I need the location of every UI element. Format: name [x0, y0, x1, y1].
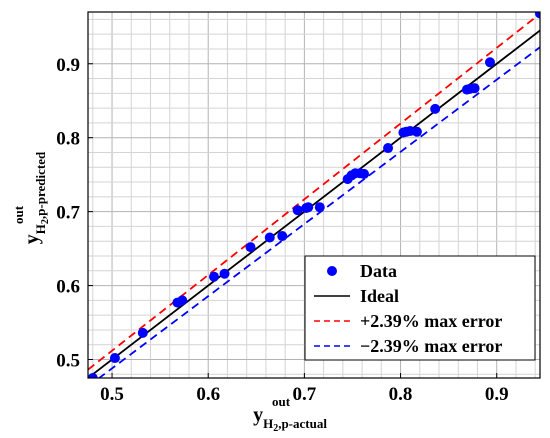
data-point: [208, 271, 219, 282]
x-tick-label: 0.7: [293, 384, 317, 405]
data-point: [88, 373, 98, 378]
legend-box: [304, 255, 536, 361]
x-tick-label: 0.9: [485, 384, 509, 405]
y-tick-label: 0.5: [56, 351, 80, 372]
legend-label-data: Data: [360, 261, 397, 281]
series-line-plus-error: [88, 13, 540, 371]
plot-frame: [87, 11, 541, 379]
data-point: [303, 202, 314, 213]
x-tick-label: 0.5: [100, 384, 124, 405]
data-point: [484, 57, 495, 68]
data-point: [137, 327, 148, 338]
x-axis-label-sup: out: [272, 394, 291, 409]
x-axis-label: yH2,p-actual: [253, 404, 327, 434]
y-axis-ticks: 0.5 0.6 0.7 0.8 0.9: [56, 55, 93, 372]
data-point: [411, 126, 422, 137]
y-tick-label: 0.7: [56, 203, 80, 224]
x-tick-label: 0.8: [389, 384, 413, 405]
data-point: [292, 205, 303, 216]
legend-marker-data: [327, 266, 337, 276]
data-point: [245, 242, 256, 253]
legend-label-ideal: Ideal: [360, 286, 399, 306]
data-point: [430, 103, 441, 114]
y-axis-label-sup: out: [11, 205, 26, 224]
data-point: [535, 12, 540, 19]
series-line-minus-error: [97, 46, 540, 378]
legend-label-plus-error: +2.39% max error: [360, 311, 502, 331]
data-point: [264, 232, 275, 243]
data-point: [359, 168, 370, 179]
legend: Data Ideal +2.39% max error −2.39% max e…: [304, 255, 536, 361]
data-points: [88, 12, 540, 378]
data-point: [109, 353, 120, 364]
y-tick-label: 0.6: [56, 277, 80, 298]
data-point: [277, 231, 288, 242]
y-axis-label: yH2,p-predicted: [21, 151, 51, 244]
legend-label-minus-error: −2.39% max error: [360, 336, 502, 356]
x-axis-ticks: 0.5 0.6 0.7 0.8 0.9: [100, 373, 509, 405]
data-point: [177, 295, 188, 306]
data-point: [469, 83, 480, 94]
y-tick-label: 0.8: [56, 129, 80, 150]
data-point: [219, 268, 230, 279]
x-tick-label: 0.6: [196, 384, 220, 405]
data-point: [314, 202, 325, 213]
y-tick-label: 0.9: [56, 55, 80, 76]
data-point: [383, 143, 394, 154]
